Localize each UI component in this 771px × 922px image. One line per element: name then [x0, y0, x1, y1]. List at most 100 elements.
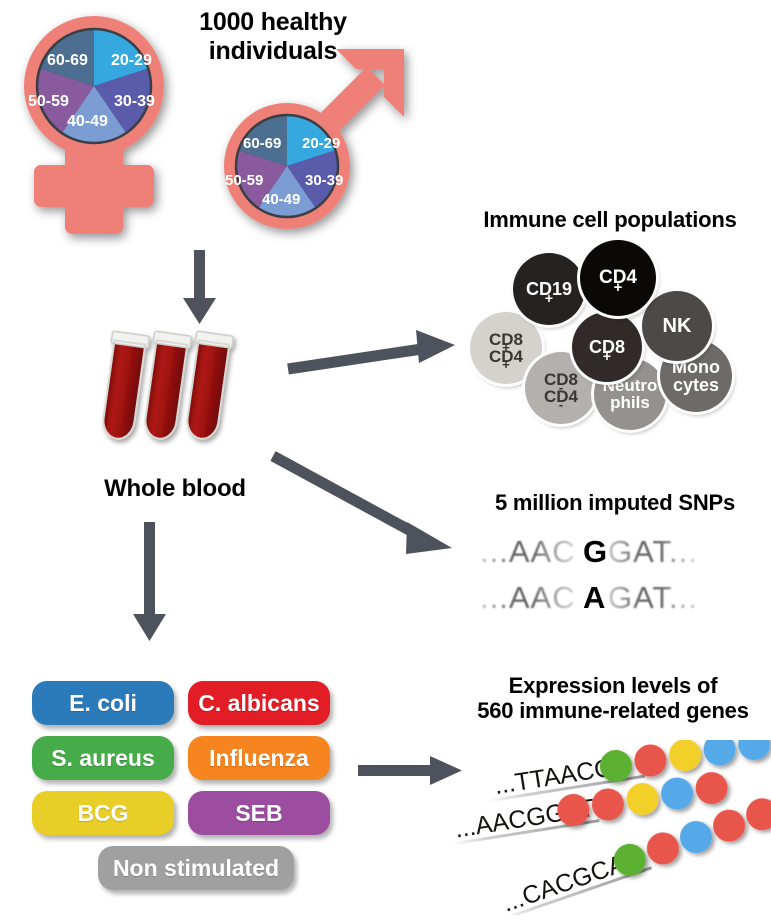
- stim-label: S. aureus: [51, 744, 155, 771]
- dna-strands: ...TTAACGG ...AACGGAT: [450, 728, 771, 922]
- cell-label-line2: phils: [610, 393, 650, 412]
- dna-bead: [695, 772, 728, 805]
- dna-bead: [661, 777, 694, 810]
- pie-slice-50-59: [38, 68, 94, 135]
- pie-label-30-39: 30-39: [114, 93, 155, 110]
- pie-label-50-59: 50-59: [28, 93, 69, 110]
- arrow-blood-to-immune: [287, 330, 455, 375]
- cell-label-line1: CD8 +: [488, 329, 523, 355]
- immune-cell-nk[interactable]: NK: [642, 291, 712, 361]
- dna-strand-1: ...TTAACGG: [486, 728, 771, 803]
- dna-bead: [646, 832, 679, 865]
- cell-label-line2: cytes: [672, 375, 720, 395]
- pie-slice-male-60-69: [239, 116, 287, 166]
- pie-label-male-30-39: 30-39: [305, 172, 343, 189]
- stim-label: C. albicans: [198, 689, 320, 716]
- pie-label-60-69: 60-69: [47, 52, 88, 69]
- expression-title: Expression levels of 560 immune-related …: [455, 673, 771, 724]
- pie-slice-male-20-29: [287, 116, 335, 166]
- immune-cell-neutrophils[interactable]: Neutro phils: [594, 358, 666, 430]
- dna-bead: [679, 821, 712, 854]
- cell-label-line1: CD8-: [543, 369, 578, 395]
- dna-beads-2: [557, 772, 728, 826]
- stim-label: BCG: [77, 799, 129, 826]
- pie-slice-30-39: [94, 68, 150, 135]
- dna-beads-1: [599, 728, 771, 782]
- snp-sequence-panel: ...AAC G GAT... ...AAC A GAT...: [478, 530, 758, 620]
- cell-label-line1: NK: [662, 314, 692, 337]
- dna-bead: [626, 783, 659, 816]
- pie-label-male-20-29: 20-29: [302, 135, 340, 152]
- immune-cell-cd4p[interactable]: CD4 +: [580, 240, 656, 316]
- snps-title: 5 million imputed SNPs: [494, 490, 736, 515]
- expression-title-line1: Expression levels of: [508, 673, 718, 698]
- dna-bead: [557, 793, 590, 826]
- snp-variant-1: G: [583, 534, 607, 569]
- stim-box-s-aureus[interactable]: S. aureus: [32, 736, 174, 780]
- cell-label-line1: CD19 +: [525, 278, 573, 307]
- snp-seq-1-suffix: GAT...: [608, 534, 698, 569]
- snp-variant-2: A: [583, 580, 605, 615]
- immune-populations-title: Immune cell populations: [483, 207, 737, 232]
- dna-bead: [738, 728, 771, 761]
- immune-cell-cd19p[interactable]: CD19 +: [513, 253, 585, 325]
- stim-label: Influenza: [209, 744, 309, 771]
- snp-row-reference: ...AAC G GAT...: [480, 534, 698, 569]
- female-symbol: 20-29 30-39 40-49 50-59 60-69: [2, 8, 202, 240]
- cohort-title-line1: 1000 healthy: [199, 8, 347, 36]
- dna-bead: [713, 809, 746, 842]
- dna-beads-3: [613, 798, 771, 876]
- stim-box-non-stimulated[interactable]: Non stimulated: [98, 846, 294, 890]
- male-symbol: 20-29 30-39 40-49 50-59 60-69: [200, 38, 415, 253]
- pie-slice-40-49: [61, 86, 127, 142]
- male-age-pie: [237, 116, 337, 216]
- stim-box-seb[interactable]: SEB: [188, 791, 330, 835]
- arrow-cohort-to-blood: [183, 250, 216, 324]
- stim-box-influenza[interactable]: Influenza: [188, 736, 330, 780]
- pie-label-male-40-49: 40-49: [262, 191, 300, 208]
- pie-label-20-29: 20-29: [111, 52, 152, 69]
- pie-slice-male-50-59: [237, 150, 287, 210]
- cell-label-line2: CD4 +: [488, 347, 523, 373]
- arrow-stimulations-to-expression: [358, 756, 462, 785]
- stim-label: E. coli: [69, 689, 137, 716]
- snp-seq-2-suffix: GAT...: [608, 580, 698, 615]
- cell-label-line1: CD4 +: [598, 267, 637, 296]
- pie-label-40-49: 40-49: [67, 113, 108, 130]
- pie-label-male-60-69: 60-69: [243, 135, 281, 152]
- pie-label-male-50-59: 50-59: [225, 172, 263, 189]
- stim-box-bcg[interactable]: BCG: [32, 791, 174, 835]
- pie-slice-male-30-39: [287, 150, 337, 210]
- dna-bead: [599, 749, 632, 782]
- dna-bead: [703, 733, 736, 766]
- pie-slice-60-69: [40, 30, 94, 86]
- immune-cell-cd8p[interactable]: CD8 +: [572, 312, 642, 382]
- arrow-blood-to-stimulations: [133, 522, 166, 641]
- snp-row-alternate: ...AAC A GAT...: [480, 580, 698, 615]
- cell-label-line2: CD4-: [543, 387, 578, 413]
- snp-seq-1: ...AAC: [480, 534, 576, 569]
- pie-slice-male-40-49: [257, 166, 317, 216]
- stim-box-c-albicans[interactable]: C. albicans: [188, 681, 330, 725]
- whole-blood-label: Whole blood: [104, 475, 246, 502]
- stim-label: SEB: [235, 799, 283, 826]
- immune-cell-monocytes[interactable]: Mono cytes: [660, 340, 732, 412]
- immune-cell-cd8n-cd4n[interactable]: CD8- CD4-: [525, 352, 597, 424]
- cohort-title: 1000 healthy individuals: [178, 8, 368, 66]
- tube-3: [186, 330, 235, 440]
- expression-title-line2: 560 immune-related genes: [477, 698, 749, 724]
- cell-label-line1: Mono: [672, 356, 720, 377]
- stim-box-e-coli[interactable]: E. coli: [32, 681, 174, 725]
- arrow-blood-to-snps: [270, 451, 452, 554]
- female-age-pie: [38, 30, 150, 142]
- pie-slice-20-29: [94, 30, 148, 86]
- dna-bead: [634, 744, 667, 777]
- dna-bead: [669, 739, 702, 772]
- cohort-title-line2: individuals: [208, 36, 338, 65]
- immune-cell-cd8p-cd4p[interactable]: CD8 + CD4 +: [470, 312, 542, 384]
- tube-2: [144, 330, 193, 440]
- cell-label-line1: Neutro: [602, 375, 658, 395]
- dna-bead: [746, 798, 771, 831]
- stim-label: Non stimulated: [112, 854, 280, 881]
